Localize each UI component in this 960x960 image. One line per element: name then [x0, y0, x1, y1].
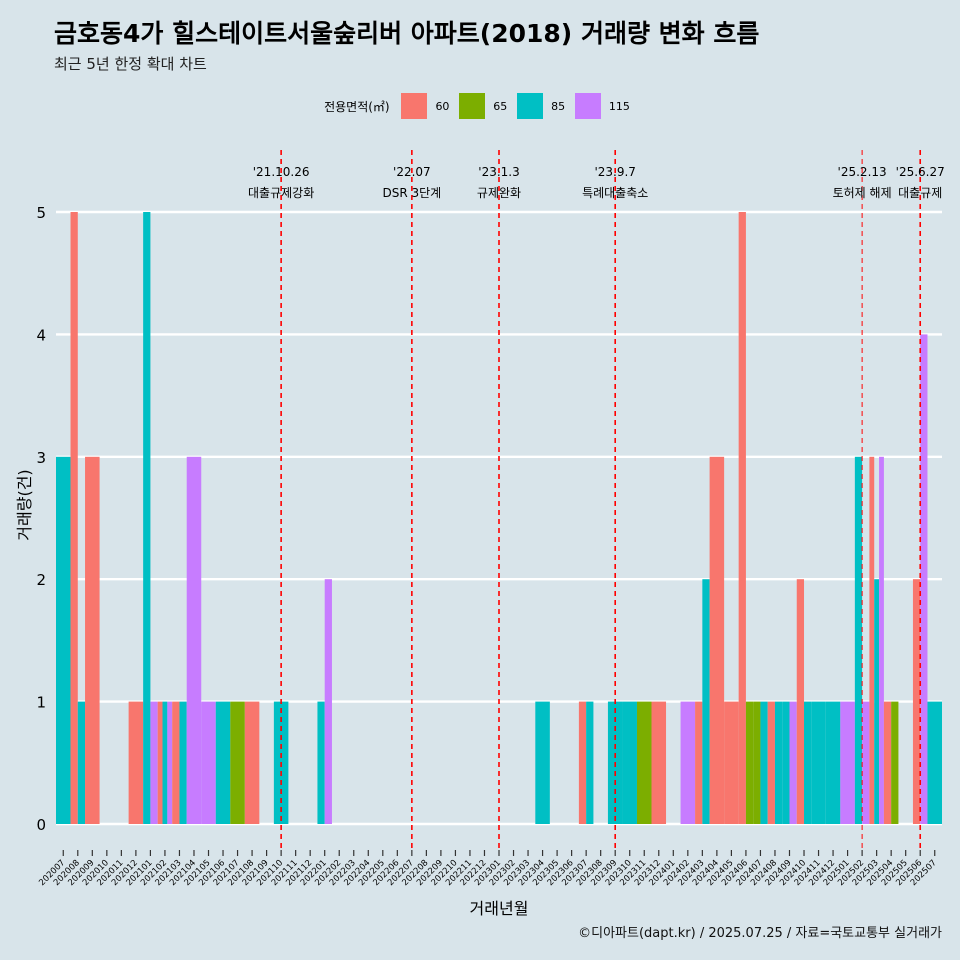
bar-202503-115 — [879, 456, 884, 824]
legend-label-85: 85 — [551, 99, 566, 113]
bar-202503-60 — [869, 456, 875, 824]
bar-202504-65 — [891, 701, 899, 824]
y-tick-2: 2 — [36, 571, 46, 589]
bar-202304-85 — [535, 701, 550, 824]
bar-202410-85 — [804, 701, 812, 824]
bar-202507-85 — [927, 701, 942, 824]
bar-202402-115 — [680, 701, 696, 824]
bar-202310-85 — [622, 701, 637, 824]
bar-202506-60 — [912, 579, 921, 824]
legend-item-60: 60 — [401, 93, 449, 119]
legend-label-115: 115 — [608, 99, 630, 113]
bar-202409-85 — [782, 701, 790, 824]
event-label-202309: 특례대출축소 — [582, 186, 648, 200]
y-tick-3: 3 — [36, 449, 46, 467]
bar-202102-85 — [162, 701, 168, 824]
bar-202406-65 — [745, 701, 754, 824]
legend-title: 전용면적(㎡) — [324, 99, 390, 114]
bar-202407-65 — [753, 701, 761, 824]
bar-202307-85 — [586, 701, 594, 824]
credit-line: ©디아파트(dapt.kr) / 2025.07.25 / 자료=국토교통부 실… — [578, 926, 942, 941]
event-date-202309: '23.9.7 — [594, 165, 635, 179]
bar-202403-85 — [702, 579, 710, 824]
bar-202007-85 — [56, 456, 71, 824]
bar-202506-115 — [920, 334, 928, 824]
y-tick-0: 0 — [36, 816, 46, 834]
bar-202101-85 — [143, 212, 151, 824]
bar-202311-65 — [636, 701, 652, 824]
bar-202410-60 — [796, 579, 805, 824]
bar-202102-60 — [157, 701, 163, 824]
bar-202201-85 — [317, 701, 325, 824]
bar-202405-60 — [724, 701, 739, 824]
legend: 전용면적(㎡) 60 65 85 115 — [0, 93, 960, 119]
bar-202502-85 — [854, 456, 863, 824]
bar-202008-60 — [70, 212, 78, 824]
y-tick-4: 4 — [36, 326, 46, 344]
y-tick-1: 1 — [36, 694, 46, 712]
bar-202102-115 — [167, 701, 173, 824]
bar-202411-85 — [811, 701, 826, 824]
legend-swatch-85 — [517, 93, 544, 119]
event-label-202110: 대출규제강화 — [248, 186, 314, 200]
chart-title: 금호동4가 힐스테이트서울숲리버 아파트(2018) 거래량 변화 흐름 — [54, 19, 760, 48]
y-axis-title: 거래량(건) — [15, 469, 34, 540]
bar-202504-60 — [883, 701, 892, 824]
bar-202404-60 — [709, 456, 725, 824]
event-date-202301: '23.1.3 — [478, 165, 519, 179]
bar-202106-85 — [215, 701, 231, 824]
bar-202008-85 — [77, 701, 86, 824]
bar-202307-60 — [578, 701, 587, 824]
bar-202412-85 — [825, 701, 841, 824]
bar-202407-85 — [760, 701, 768, 824]
legend-item-85: 85 — [517, 93, 565, 119]
bar-202103-60 — [172, 701, 180, 824]
y-tick-5: 5 — [36, 204, 46, 222]
bar-202406-60 — [738, 212, 746, 824]
event-date-202207: '22.07 — [393, 165, 431, 179]
bar-202501-115 — [840, 701, 855, 824]
legend-swatch-60 — [401, 93, 428, 119]
bar-202409-115 — [789, 701, 797, 824]
bar-202101-115 — [150, 701, 158, 824]
bar-202105-115 — [201, 701, 216, 824]
event-date-202502: '25.2.13 — [838, 165, 887, 179]
event-date-202506: '25.6.27 — [896, 165, 945, 179]
chart-subtitle: 최근 5년 한정 확대 차트 — [54, 55, 207, 73]
event-label-202301: 규제완화 — [477, 186, 521, 200]
event-label-202502: 토허제 해제 — [833, 186, 892, 200]
bar-202408-85 — [774, 701, 783, 824]
event-label-202207: DSR 3단계 — [382, 186, 441, 200]
bar-202107-65 — [230, 701, 245, 824]
bar-202503-85 — [874, 579, 880, 824]
bar-202012-60 — [128, 701, 144, 824]
bar-202108-60 — [244, 701, 260, 824]
bar-202009-60 — [85, 456, 100, 824]
bar-202502-115 — [862, 701, 870, 824]
legend-item-65: 65 — [459, 93, 507, 119]
bar-202408-60 — [767, 701, 775, 824]
event-date-202110: '21.10.26 — [253, 165, 310, 179]
bar-202201-115 — [324, 579, 332, 824]
legend-label-60: 60 — [435, 99, 450, 113]
legend-swatch-115 — [574, 93, 601, 119]
bar-202104-115 — [186, 456, 202, 824]
legend-swatch-65 — [459, 93, 486, 119]
legend-label-65: 65 — [493, 99, 508, 113]
bar-202103-85 — [179, 701, 187, 824]
bar-202312-60 — [651, 701, 667, 824]
event-label-202506: 대출규제 — [898, 186, 942, 200]
bar-202403-60 — [695, 701, 703, 824]
legend-item-115: 115 — [574, 93, 630, 119]
x-axis-title: 거래년월 — [470, 899, 529, 918]
